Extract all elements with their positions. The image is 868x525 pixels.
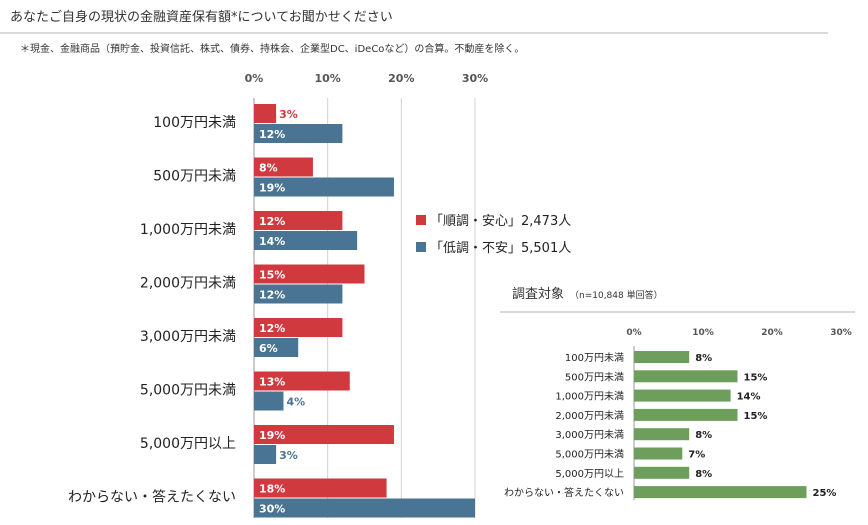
sub-category-label: わからない・答えたくない xyxy=(504,486,624,499)
sub-data-label: 8% xyxy=(695,430,712,441)
legend-swatch xyxy=(416,242,426,252)
data-label: 12% xyxy=(259,128,285,141)
bar-blue xyxy=(254,445,277,464)
sub-x-tick-label: 10% xyxy=(692,328,714,338)
bar-red xyxy=(254,425,394,444)
legend-label: 「順調・安心」2,473人 xyxy=(430,214,571,229)
sub-category-label: 5,000万円以上 xyxy=(555,468,624,480)
sub-bar xyxy=(634,351,690,363)
bar-blue xyxy=(254,338,299,357)
x-tick-label: 10% xyxy=(314,72,340,85)
bar-red xyxy=(254,478,387,498)
sub-category-label: 3,000万円未満 xyxy=(555,429,624,441)
category-label: 100万円未満 xyxy=(153,115,236,131)
category-label: わからない・答えたくない xyxy=(68,489,236,506)
sub-data-label: 15% xyxy=(744,411,768,422)
data-label: 6% xyxy=(259,342,278,355)
sub-data-label: 8% xyxy=(695,353,712,364)
sub-chart-title: 調査対象 xyxy=(512,287,564,302)
sub-x-tick-label: 20% xyxy=(761,328,783,338)
data-label: 19% xyxy=(259,182,285,195)
category-label: 2,000万円未満 xyxy=(140,276,236,292)
data-label: 15% xyxy=(259,269,285,282)
sub-bar xyxy=(634,389,731,402)
bar-blue xyxy=(254,231,358,250)
x-tick-label: 0% xyxy=(245,72,264,85)
x-tick-label: 20% xyxy=(388,72,414,85)
data-label: 18% xyxy=(259,483,285,496)
data-label: 19% xyxy=(259,429,285,442)
sub-bar xyxy=(634,447,683,460)
sub-bar xyxy=(634,428,690,441)
sub-bar xyxy=(634,486,807,499)
sub-data-label: 8% xyxy=(695,469,712,480)
bar-blue xyxy=(254,284,343,304)
sub-data-label: 7% xyxy=(688,450,705,461)
sub-category-label: 500万円未満 xyxy=(565,371,624,383)
legend-label: 「低調・不安」5,501人 xyxy=(430,241,571,256)
sub-x-tick-label: 30% xyxy=(830,328,852,338)
sub-category-label: 100万円未満 xyxy=(565,352,624,364)
sub-data-label: 25% xyxy=(813,488,837,499)
legend-swatch xyxy=(416,215,426,225)
x-tick-label: 30% xyxy=(462,72,488,85)
sub-category-label: 2,000万円未満 xyxy=(555,410,624,422)
sub-data-label: 15% xyxy=(744,372,768,383)
chart-footnote: ＊現金、金融商品（預貯金、投資信託、株式、債券、持株会、企業型DC、iDeCoな… xyxy=(20,44,525,55)
sub-category-label: 1,000万円未満 xyxy=(555,391,624,403)
sub-bar xyxy=(634,466,690,479)
category-label: 5,000万円未満 xyxy=(140,383,236,399)
data-label: 4% xyxy=(286,396,305,409)
bar-red xyxy=(254,157,313,177)
sub-bar xyxy=(634,408,738,421)
bar-blue xyxy=(254,391,284,411)
category-label: 500万円未満 xyxy=(153,169,236,185)
data-label: 3% xyxy=(279,108,298,121)
bar-red xyxy=(254,211,343,230)
data-label: 30% xyxy=(259,503,285,516)
data-label: 13% xyxy=(259,376,285,389)
data-label: 14% xyxy=(259,235,285,248)
data-label: 12% xyxy=(259,215,285,228)
bar-red xyxy=(254,264,365,284)
category-label: 3,000万円未満 xyxy=(140,329,236,345)
sub-category-label: 5,000万円未満 xyxy=(555,449,624,461)
data-label: 3% xyxy=(279,449,298,462)
sub-bar xyxy=(634,370,738,383)
chart-title: あなたご自身の現状の金融資産保有額*についてお聞かせください xyxy=(10,10,393,25)
category-label: 5,000万円以上 xyxy=(140,436,236,452)
data-label: 8% xyxy=(259,162,278,175)
sub-x-tick-label: 0% xyxy=(626,328,641,338)
sub-chart-subtitle: （n=10,848 単回答） xyxy=(570,289,663,301)
sub-chart-divider xyxy=(500,311,855,313)
bar-blue xyxy=(254,124,343,143)
bar-red xyxy=(254,318,343,337)
sub-data-label: 14% xyxy=(737,392,761,403)
category-label: 1,000万円未満 xyxy=(140,222,236,238)
bar-red xyxy=(254,104,277,123)
data-label: 12% xyxy=(259,322,285,335)
bar-blue xyxy=(254,498,475,518)
bar-red xyxy=(254,371,350,391)
data-label: 12% xyxy=(259,289,285,302)
title-divider xyxy=(0,32,828,34)
bar-blue xyxy=(254,177,394,197)
